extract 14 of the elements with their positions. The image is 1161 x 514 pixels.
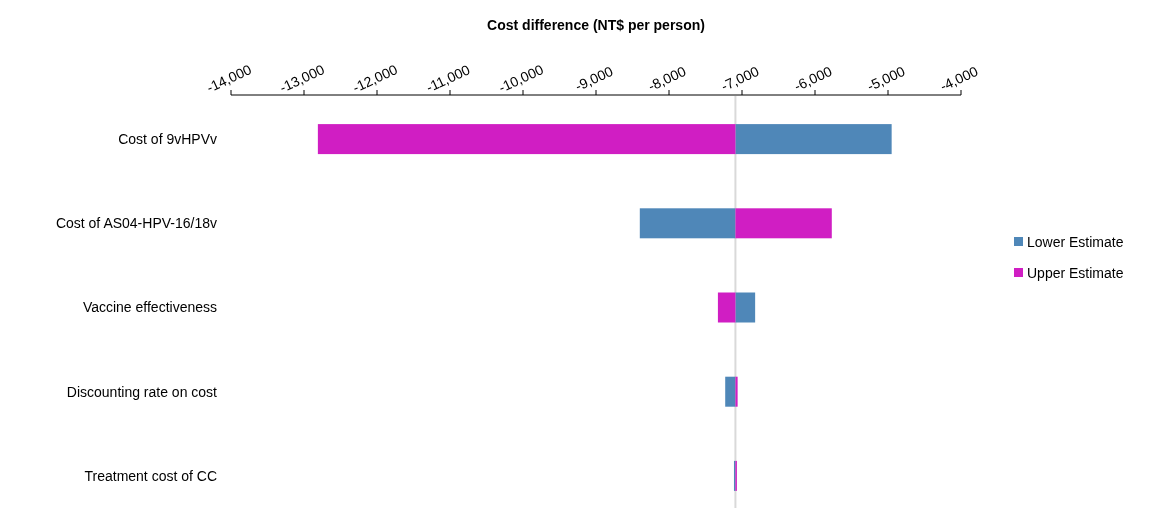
legend-label: Upper Estimate <box>1027 264 1124 281</box>
y-tick-label: Treatment cost of CC <box>84 467 217 484</box>
y-tick-label: Discounting rate on cost <box>66 383 218 400</box>
x-tick-label: -6,000 <box>791 62 835 95</box>
x-tick-label: -4,000 <box>937 62 981 95</box>
x-tick-label: -9,000 <box>572 62 616 95</box>
x-axis-title: Cost difference (NT$ per person) <box>487 17 705 33</box>
x-tick-label: -7,000 <box>718 62 762 95</box>
y-tick-label: Cost of AS04-HPV-16/18v <box>55 215 217 232</box>
y-tick-label: Cost of 9vHPVv <box>118 131 217 147</box>
x-tick-label: -5,000 <box>864 62 908 95</box>
legend-label: Lower Estimate <box>1027 233 1124 250</box>
x-tick-label: -8,000 <box>645 62 689 95</box>
y-tick-label: Vaccine effectiveness <box>82 299 217 316</box>
